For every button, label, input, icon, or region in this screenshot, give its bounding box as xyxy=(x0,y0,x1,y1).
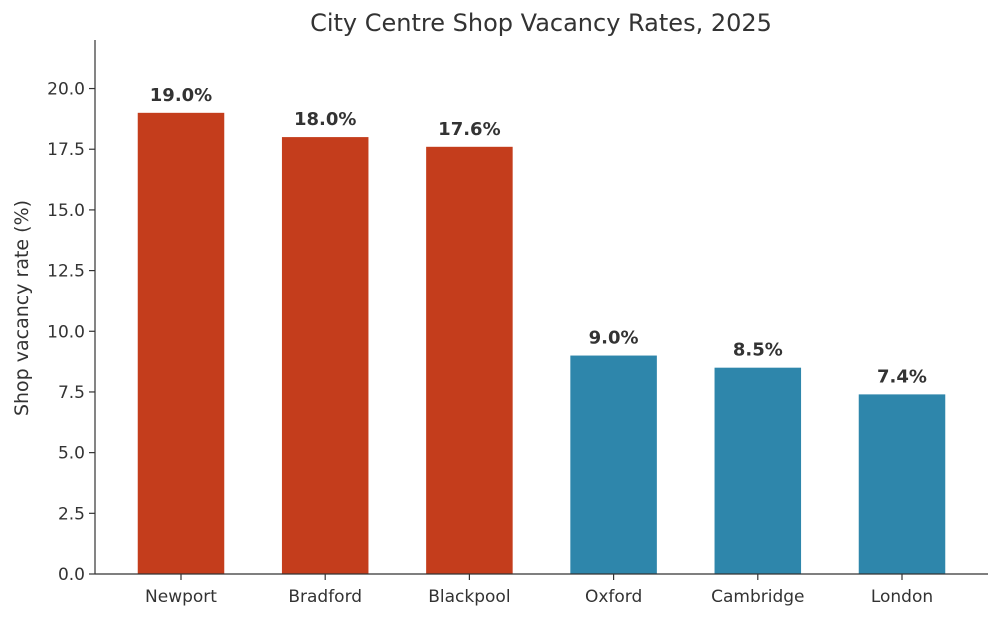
bar-oxford xyxy=(570,355,657,574)
bar-cambridge xyxy=(714,367,802,574)
x-tick-label-blackpool: Blackpool xyxy=(428,587,510,607)
y-tick-label: 17.5 xyxy=(47,140,85,160)
data-label-cambridge: 8.5% xyxy=(733,340,783,361)
data-label-london: 7.4% xyxy=(877,366,927,387)
y-tick-label: 10.0 xyxy=(47,322,85,342)
y-tick-label: 5.0 xyxy=(58,444,85,464)
y-tick-label: 2.5 xyxy=(58,504,85,524)
y-tick-label: 20.0 xyxy=(47,80,85,100)
data-label-bradford: 18.0% xyxy=(294,109,356,130)
x-tick-label-bradford: Bradford xyxy=(288,587,362,607)
data-label-oxford: 9.0% xyxy=(589,328,639,349)
x-tick-label-oxford: Oxford xyxy=(585,587,642,607)
y-tick-label: 7.5 xyxy=(58,383,85,403)
y-tick-label: 12.5 xyxy=(47,262,85,282)
data-label-blackpool: 17.6% xyxy=(438,119,500,140)
y-tick-label: 15.0 xyxy=(47,201,85,221)
data-label-newport: 19.0% xyxy=(150,85,212,106)
x-tick-label-cambridge: Cambridge xyxy=(711,587,804,607)
x-axis-ticks: Newport Bradford Blackpool Oxford Cambridge L… xyxy=(145,574,933,607)
x-tick-label-newport: Newport xyxy=(145,587,217,607)
chart-title: City Centre Shop Vacancy Rates, 2025 xyxy=(310,9,772,37)
bar-bradford xyxy=(281,137,369,574)
y-tick-label: 0.0 xyxy=(58,565,85,585)
x-tick-label-london: London xyxy=(871,587,933,607)
bars-group: 19.0% 18.0% 17.6% 9.0% 8.5% 7.4% xyxy=(137,85,946,575)
y-axis-label: Shop vacancy rate (%) xyxy=(11,200,33,416)
bar-blackpool xyxy=(426,146,513,575)
bar-london xyxy=(858,394,946,574)
y-axis-ticks: 0.0 2.5 5.0 7.5 10.0 12.5 15.0 17.5 20.0 xyxy=(47,80,95,585)
bar-newport xyxy=(137,112,225,575)
